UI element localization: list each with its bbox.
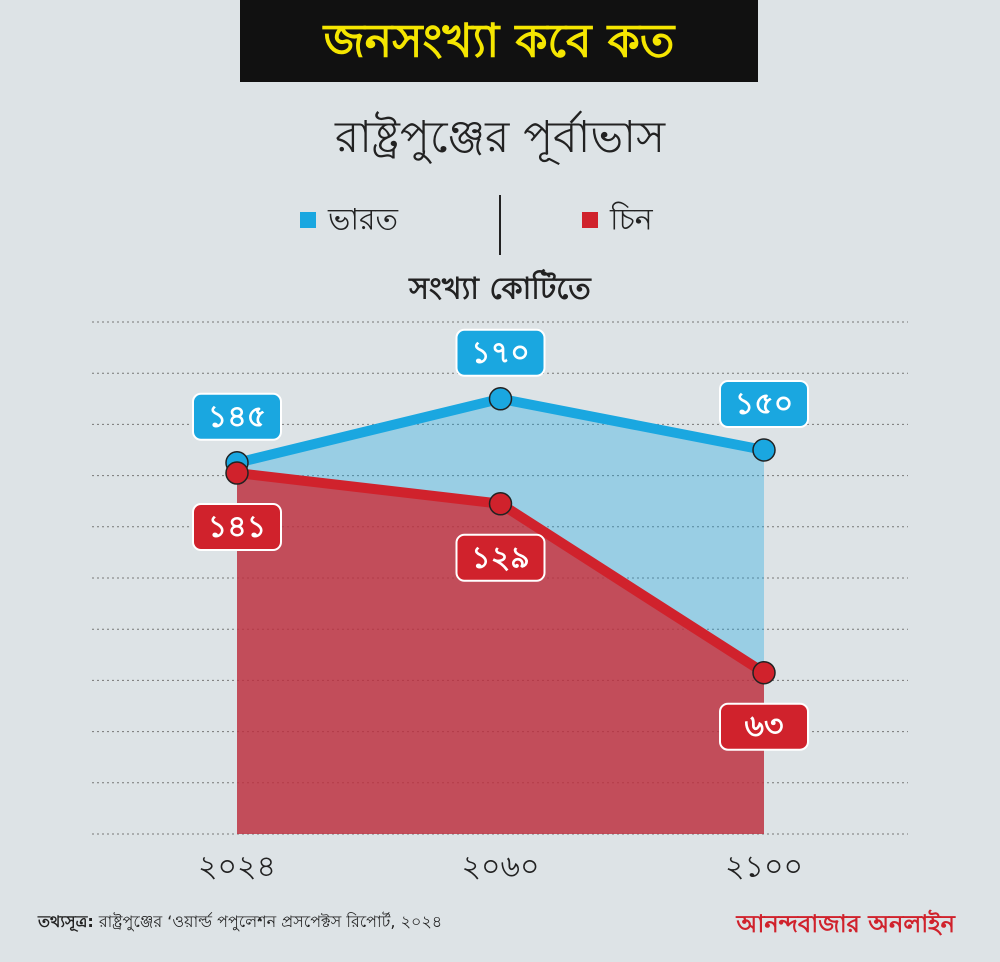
value-label-group: ১২৯ bbox=[455, 533, 546, 582]
brand: আনন্দবাজার অনলাইন bbox=[735, 909, 956, 938]
x-tick-label: ২১০০ bbox=[725, 850, 803, 885]
value-label: ৬৩ bbox=[744, 709, 783, 744]
area bbox=[237, 473, 764, 834]
x-tick-label: ২০৬০ bbox=[461, 850, 539, 885]
x-tick-label: ২০২৪ bbox=[198, 850, 276, 885]
value-label-group: ১৭০ bbox=[455, 328, 546, 377]
point bbox=[488, 387, 513, 411]
value-label-group: ৬৩ bbox=[719, 702, 809, 751]
chart-subtitle: রাষ্ট্রপুঞ্জের পূর্বাভাস bbox=[334, 110, 666, 165]
value-label-box bbox=[192, 503, 282, 552]
value-label-box bbox=[455, 328, 546, 377]
title-box bbox=[240, 0, 758, 82]
point bbox=[752, 660, 776, 685]
chart-title: জনসংখ্যা কবে কত bbox=[322, 14, 676, 68]
value-label: ১২৯ bbox=[471, 540, 529, 575]
legend-label: চিন bbox=[609, 202, 654, 238]
value-label: ১৫০ bbox=[735, 387, 793, 422]
legend-swatch bbox=[300, 212, 316, 228]
value-label-box bbox=[719, 702, 809, 751]
value-label-group: ১৫০ bbox=[719, 380, 809, 428]
value-label: ১৪১ bbox=[208, 510, 266, 545]
y-axis-label: সংখ্যা কোটিতে bbox=[408, 269, 592, 307]
value-label-box bbox=[192, 392, 282, 441]
point bbox=[225, 461, 249, 485]
point bbox=[752, 438, 776, 462]
source-label: তথ্যসূত্র: bbox=[37, 912, 94, 933]
source-text: রাষ্ট্রপুঞ্জের ‘ওয়ার্ল্ড পপুলেশন প্রসপে… bbox=[98, 912, 442, 931]
value-label-box bbox=[719, 380, 809, 428]
legend-label: ভারত bbox=[327, 203, 399, 238]
value-label-group: ১৪৫ bbox=[192, 392, 282, 441]
point bbox=[488, 492, 513, 516]
source: তথ্যসূত্র: রাষ্ট্রপুঞ্জের ‘ওয়ার্ল্ড পপু… bbox=[37, 912, 442, 933]
legend-swatch bbox=[582, 212, 598, 228]
value-label: ১৭০ bbox=[471, 335, 529, 370]
value-label: ১৪৫ bbox=[208, 399, 266, 434]
value-label-group: ১৪১ bbox=[192, 503, 282, 552]
value-label-box bbox=[455, 533, 546, 582]
